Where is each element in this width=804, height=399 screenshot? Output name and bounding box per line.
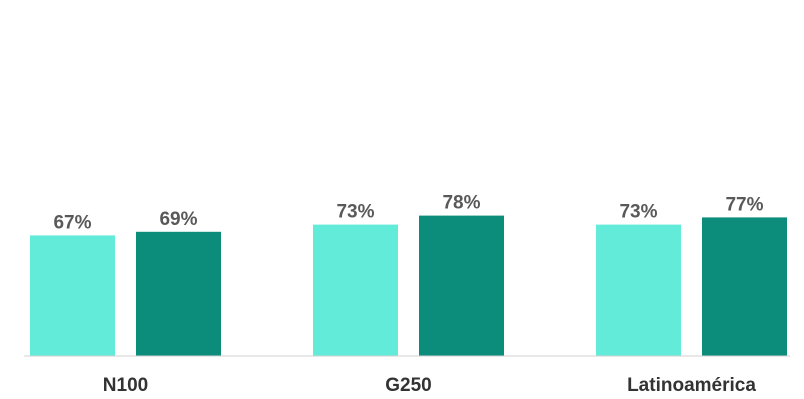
value-label-latinoamérica-series-1: 73% bbox=[619, 202, 657, 223]
value-labels-group: 67% 69% 73% 78% 73% 77% bbox=[53, 193, 763, 234]
bars-group bbox=[30, 215, 787, 356]
bar-g250-series-2 bbox=[419, 215, 504, 356]
value-label-g250-series-2: 78% bbox=[442, 193, 480, 214]
value-label-n100-series-1: 67% bbox=[53, 212, 91, 233]
category-label: Latinoamérica bbox=[627, 375, 756, 396]
bar-latinoamérica-series-1 bbox=[596, 224, 681, 356]
value-label-g250-series-1: 73% bbox=[336, 202, 374, 223]
category-labels-group: N100 G250 Latinoamérica bbox=[103, 375, 757, 396]
bar-latinoamérica-series-2 bbox=[702, 217, 787, 356]
bar-n100-series-2 bbox=[136, 231, 221, 356]
category-label: G250 bbox=[385, 375, 431, 396]
value-label-n100-series-2: 69% bbox=[159, 209, 197, 230]
bar-g250-series-1 bbox=[313, 224, 398, 356]
value-label-latinoamérica-series-2: 77% bbox=[725, 194, 763, 215]
category-label: N100 bbox=[103, 375, 148, 396]
bar-n100-series-1 bbox=[30, 235, 115, 356]
